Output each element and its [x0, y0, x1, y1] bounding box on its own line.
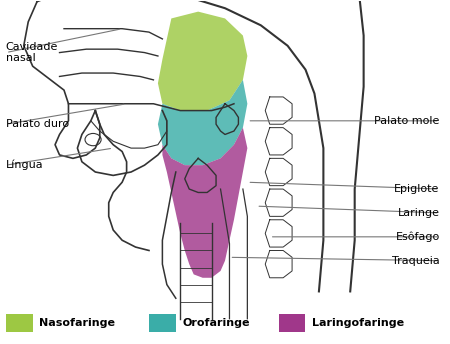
Text: Laringe: Laringe: [398, 208, 440, 218]
Text: Palato duro: Palato duro: [6, 119, 69, 129]
Text: Cavidade
nasal: Cavidade nasal: [6, 42, 58, 63]
FancyBboxPatch shape: [279, 314, 306, 332]
FancyBboxPatch shape: [149, 314, 176, 332]
Text: Esôfago: Esôfago: [396, 232, 440, 242]
Text: Epiglote: Epiglote: [394, 184, 440, 194]
Text: Nasofaringe: Nasofaringe: [40, 318, 115, 328]
Text: Traqueia: Traqueia: [392, 256, 440, 266]
Polygon shape: [158, 12, 248, 110]
Text: Palato mole: Palato mole: [374, 116, 440, 126]
Polygon shape: [158, 80, 248, 165]
Polygon shape: [162, 128, 248, 278]
Text: Orofaringe: Orofaringe: [183, 318, 250, 328]
Text: Laringofaringe: Laringofaringe: [312, 318, 405, 328]
Text: Língua: Língua: [6, 160, 44, 170]
FancyBboxPatch shape: [6, 314, 33, 332]
